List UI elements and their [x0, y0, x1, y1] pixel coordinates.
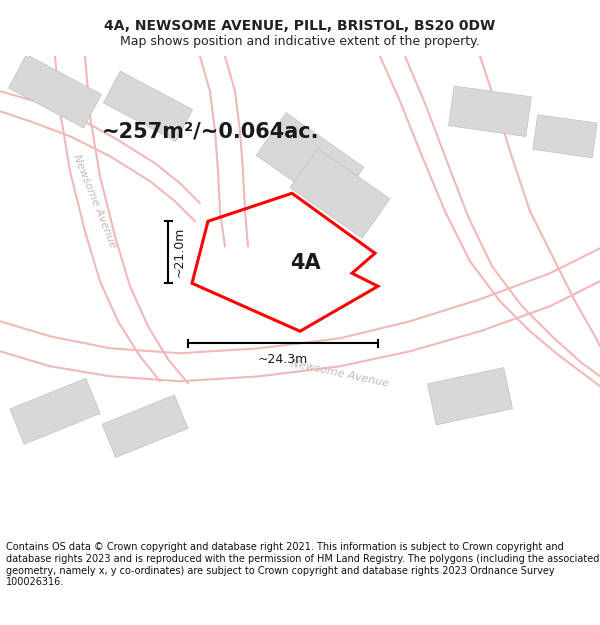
Polygon shape	[533, 115, 597, 158]
Text: Contains OS data © Crown copyright and database right 2021. This information is : Contains OS data © Crown copyright and d…	[6, 542, 599, 588]
Polygon shape	[8, 54, 101, 128]
Text: ~257m²/~0.064ac.: ~257m²/~0.064ac.	[101, 121, 319, 141]
Text: Map shows position and indicative extent of the property.: Map shows position and indicative extent…	[120, 35, 480, 48]
Polygon shape	[102, 395, 188, 458]
Polygon shape	[290, 148, 390, 238]
Text: ~21.0m: ~21.0m	[173, 227, 186, 278]
Text: Newsome Avenue: Newsome Avenue	[290, 358, 390, 389]
Text: Newsome Avenue: Newsome Avenue	[71, 153, 118, 249]
Text: ~24.3m: ~24.3m	[258, 353, 308, 366]
Polygon shape	[103, 71, 193, 141]
Polygon shape	[256, 112, 364, 210]
Polygon shape	[449, 86, 532, 136]
Text: 4A: 4A	[290, 253, 320, 273]
Text: 4A, NEWSOME AVENUE, PILL, BRISTOL, BS20 0DW: 4A, NEWSOME AVENUE, PILL, BRISTOL, BS20 …	[104, 19, 496, 33]
Polygon shape	[427, 368, 512, 425]
Polygon shape	[10, 378, 100, 444]
